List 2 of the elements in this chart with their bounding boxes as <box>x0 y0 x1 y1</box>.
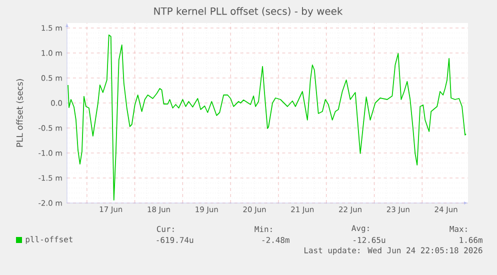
y-axis-title: PLL offset (secs) <box>16 79 24 147</box>
chart-title: NTP kernel PLL offset (secs) - by week <box>154 7 343 17</box>
